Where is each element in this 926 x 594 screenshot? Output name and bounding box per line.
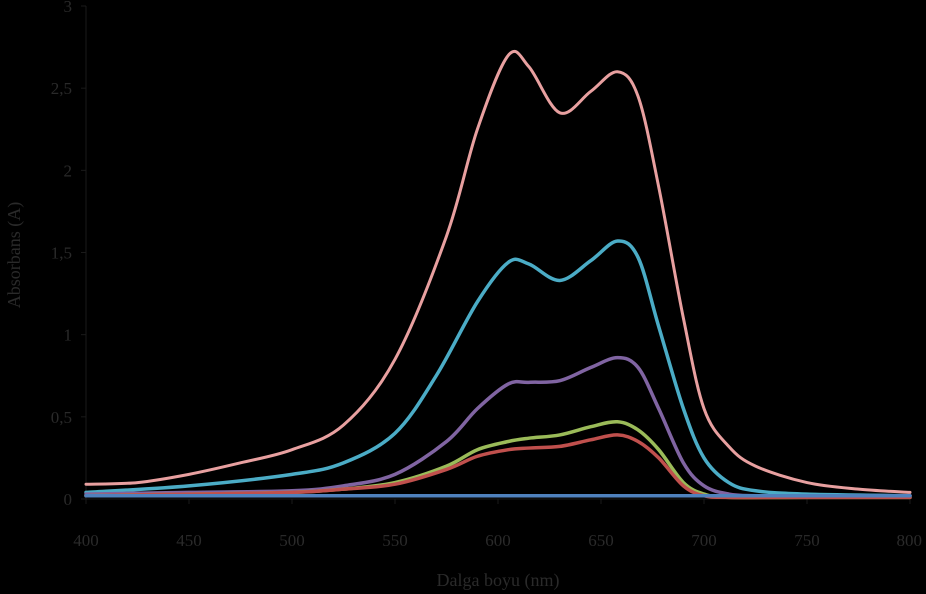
x-tick-label: 550 xyxy=(382,531,408,550)
y-tick-label: 0 xyxy=(64,490,73,509)
x-tick-label: 450 xyxy=(176,531,202,550)
y-tick-label: 0,5 xyxy=(51,408,72,427)
x-tick-label: 650 xyxy=(588,531,614,550)
y-axis-label: Absorbans (A) xyxy=(4,202,25,308)
x-tick-label: 700 xyxy=(691,531,717,550)
x-tick-label: 750 xyxy=(794,531,820,550)
x-axis-label: Dalga boyu (nm) xyxy=(437,570,560,591)
x-tick-label: 400 xyxy=(73,531,99,550)
x-tick-label: 600 xyxy=(485,531,511,550)
y-tick-label: 2 xyxy=(64,161,73,180)
y-tick-label: 2,5 xyxy=(51,79,72,98)
series-layer xyxy=(84,49,912,500)
series-line-1 xyxy=(84,49,912,494)
x-tick-label: 500 xyxy=(279,531,305,550)
y-tick-label: 3 xyxy=(64,0,73,16)
y-axis-ticks: 0 0,5 1 1,5 2 2,5 3 xyxy=(51,0,86,509)
series-line-2 xyxy=(84,239,912,498)
x-axis-ticks: 400 450 500 550 600 650 700 750 800 xyxy=(73,499,922,550)
y-tick-label: 1 xyxy=(64,326,73,345)
x-tick-label: 800 xyxy=(897,531,923,550)
y-tick-label: 1,5 xyxy=(51,244,72,263)
